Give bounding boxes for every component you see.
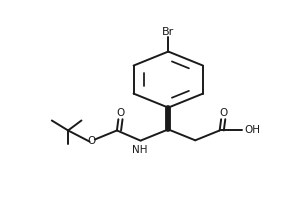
Text: O: O bbox=[219, 108, 227, 119]
Text: Br: Br bbox=[162, 27, 174, 37]
Text: NH: NH bbox=[132, 145, 148, 155]
Text: O: O bbox=[116, 108, 125, 119]
Text: O: O bbox=[88, 136, 96, 146]
Text: OH: OH bbox=[244, 125, 260, 135]
